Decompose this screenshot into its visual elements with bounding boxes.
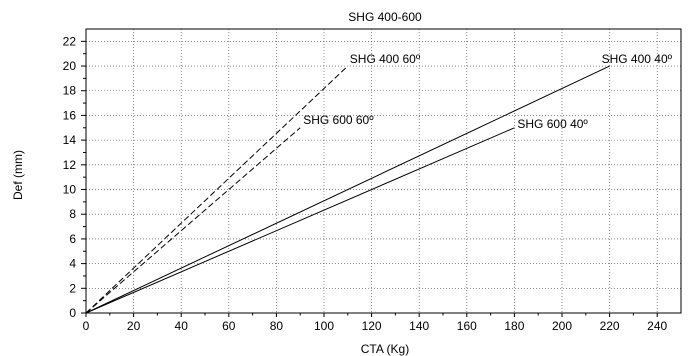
axes: 0 20 40 60 80 100 120 140 160 180 200 220 240 0 2 4 6 8 10… [63, 28, 682, 333]
y-tick-label: 16 [63, 108, 77, 122]
x-tick-label: 100 [314, 319, 334, 333]
x-tick-label: 80 [270, 319, 284, 333]
y-tick-label: 10 [63, 183, 77, 197]
x-tick-label: 160 [457, 319, 477, 333]
series-labels: SHG 400 60º SHG 600 60º SHG 400 40º SHG 600… [303, 52, 672, 131]
series-label-1: SHG 600 60º [303, 113, 374, 127]
series-line-1 [85, 127, 301, 314]
y-tick-label: 20 [63, 59, 77, 73]
series-lines [85, 65, 610, 314]
x-tick-label: 200 [552, 319, 572, 333]
chart-title: SHG 400-600 [348, 10, 422, 24]
x-tick-label: 240 [647, 319, 667, 333]
series-label-3: SHG 600 40º [517, 117, 588, 131]
x-tick-label: 0 [83, 319, 90, 333]
x-tick-label: 180 [504, 319, 524, 333]
series-line-3 [85, 127, 515, 314]
series-line-2 [85, 65, 610, 314]
y-tick-label: 0 [69, 306, 76, 320]
x-axis-title: CTA (Kg) [361, 342, 409, 356]
y-tick-label: 4 [69, 257, 76, 271]
series-line-0 [85, 65, 349, 314]
y-axis-title: Def (mm) [11, 150, 25, 200]
series-label-2: SHG 400 40º [602, 52, 673, 66]
x-tick-label: 60 [222, 319, 236, 333]
x-tick-label: 20 [127, 319, 141, 333]
x-tick-label: 140 [409, 319, 429, 333]
grid [86, 29, 681, 313]
x-tick-label: 40 [175, 319, 189, 333]
y-tick-label: 6 [69, 232, 76, 246]
y-tick-label: 14 [63, 133, 77, 147]
x-tick-label: 120 [362, 319, 382, 333]
y-tick-label: 8 [69, 207, 76, 221]
series-label-0: SHG 400 60º [350, 52, 421, 66]
y-tick-label: 2 [69, 281, 76, 295]
plot-frame [85, 28, 682, 314]
y-tick-label: 22 [63, 34, 77, 48]
x-tick-label: 220 [600, 319, 620, 333]
y-tick-label: 12 [63, 158, 77, 172]
y-tick-label: 18 [63, 84, 77, 98]
